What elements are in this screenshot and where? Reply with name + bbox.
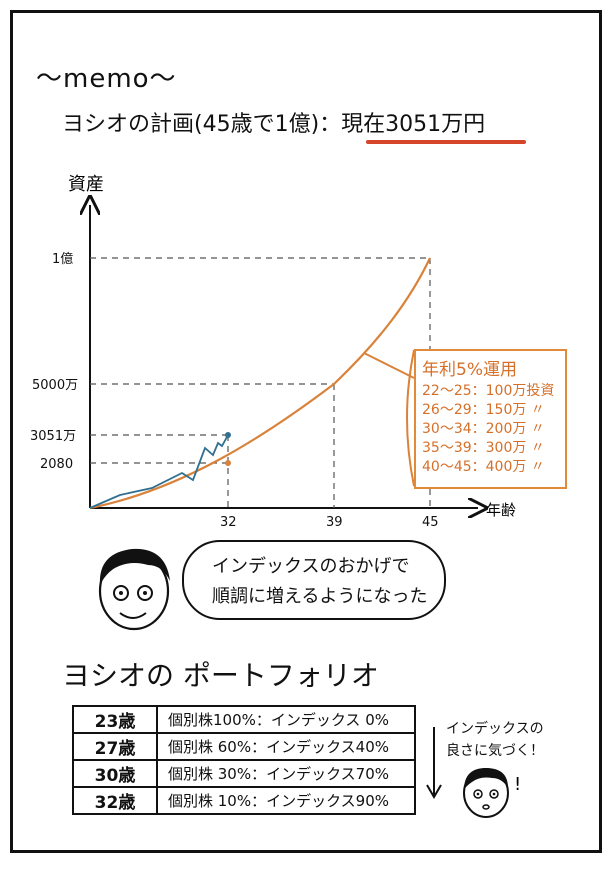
table-row: 32歳 個別株 10%：インデックス90% — [72, 786, 416, 815]
allocation-cell: 個別株 60%：インデックス40% — [156, 732, 416, 761]
portfolio-table: 23歳 個別株100%：インデックス 0% 27歳 個別株 60%：インデックス… — [72, 705, 416, 815]
note-pointer — [363, 349, 415, 487]
note-row: 26～29：150万 〃 — [422, 402, 545, 418]
down-arrow-icon — [426, 727, 442, 799]
y-tick-1oku: 1億 — [52, 251, 73, 267]
plan-title: ヨシオの計画(45歳で1億)：現在3051万円 — [62, 106, 485, 138]
actual-line — [89, 434, 229, 509]
age-cell: 23歳 — [72, 705, 158, 734]
interest-note: 年利5%運用 22～25：100万投資 26～29：150万 〃 30～34：2… — [414, 349, 567, 489]
x-axis-label: 年齢 — [486, 501, 516, 519]
guide-lines — [90, 257, 431, 508]
aside-line-2: 良さに気づく！ — [446, 743, 544, 759]
allocation-cell: 個別株 30%：インデックス70% — [156, 759, 416, 788]
note-title: 年利5%運用 — [422, 360, 517, 380]
y-tick-2080: 2080 — [40, 457, 73, 472]
yoshio-face-icon — [98, 548, 170, 631]
table-row: 30歳 個別株 30%：インデックス70% — [72, 759, 416, 788]
allocation-cell: 個別株100%：インデックス 0% — [156, 705, 416, 734]
note-row: 30～34：200万 〃 — [422, 421, 545, 437]
y-tick-3051man: 3051万 — [30, 429, 76, 444]
allocation-cell: 個別株 10%：インデックス90% — [156, 786, 416, 815]
plan-curve — [89, 257, 431, 510]
small-yoshio-icon: ! — [463, 768, 521, 818]
note-row: 22～25：100万投資 — [422, 383, 555, 399]
surprise-mark: ! — [514, 774, 521, 795]
current-assets: 現在3051万円 — [341, 112, 486, 137]
y-axis-label: 資産 — [68, 174, 104, 195]
plan-title-text: ヨシオの計画(45歳で1億)： — [62, 112, 342, 137]
x-tick-45: 45 — [422, 515, 439, 530]
portfolio-title: ヨシオの ポートフォリオ — [62, 659, 379, 692]
memo-heading: ～memo～ — [36, 64, 177, 94]
note-row: 40～45：400万 〃 — [422, 459, 545, 475]
x-tick-32: 32 — [220, 515, 237, 530]
bubble-line-2: 順調に増えるようになった — [212, 586, 428, 607]
age-cell: 30歳 — [72, 759, 158, 788]
speech-bubble: インデックスのおかげで 順調に増えるようになった — [182, 540, 446, 620]
note-row: 35～39：300万 〃 — [422, 440, 545, 456]
plan-point — [225, 460, 231, 466]
age-cell: 32歳 — [72, 786, 158, 815]
y-tick-5000man: 5000万 — [32, 378, 78, 393]
current-assets-underline — [366, 140, 526, 144]
age-cell: 27歳 — [72, 732, 158, 761]
page-frame — [10, 10, 602, 853]
bubble-line-1: インデックスのおかげで — [212, 556, 410, 577]
aside-line-1: インデックスの — [446, 721, 544, 737]
realization-note: インデックスの 良さに気づく！ — [446, 718, 544, 762]
actual-point — [225, 432, 231, 438]
table-row: 23歳 個別株100%：インデックス 0% — [72, 705, 416, 734]
x-tick-39: 39 — [326, 515, 343, 530]
table-row: 27歳 個別株 60%：インデックス40% — [72, 732, 416, 761]
